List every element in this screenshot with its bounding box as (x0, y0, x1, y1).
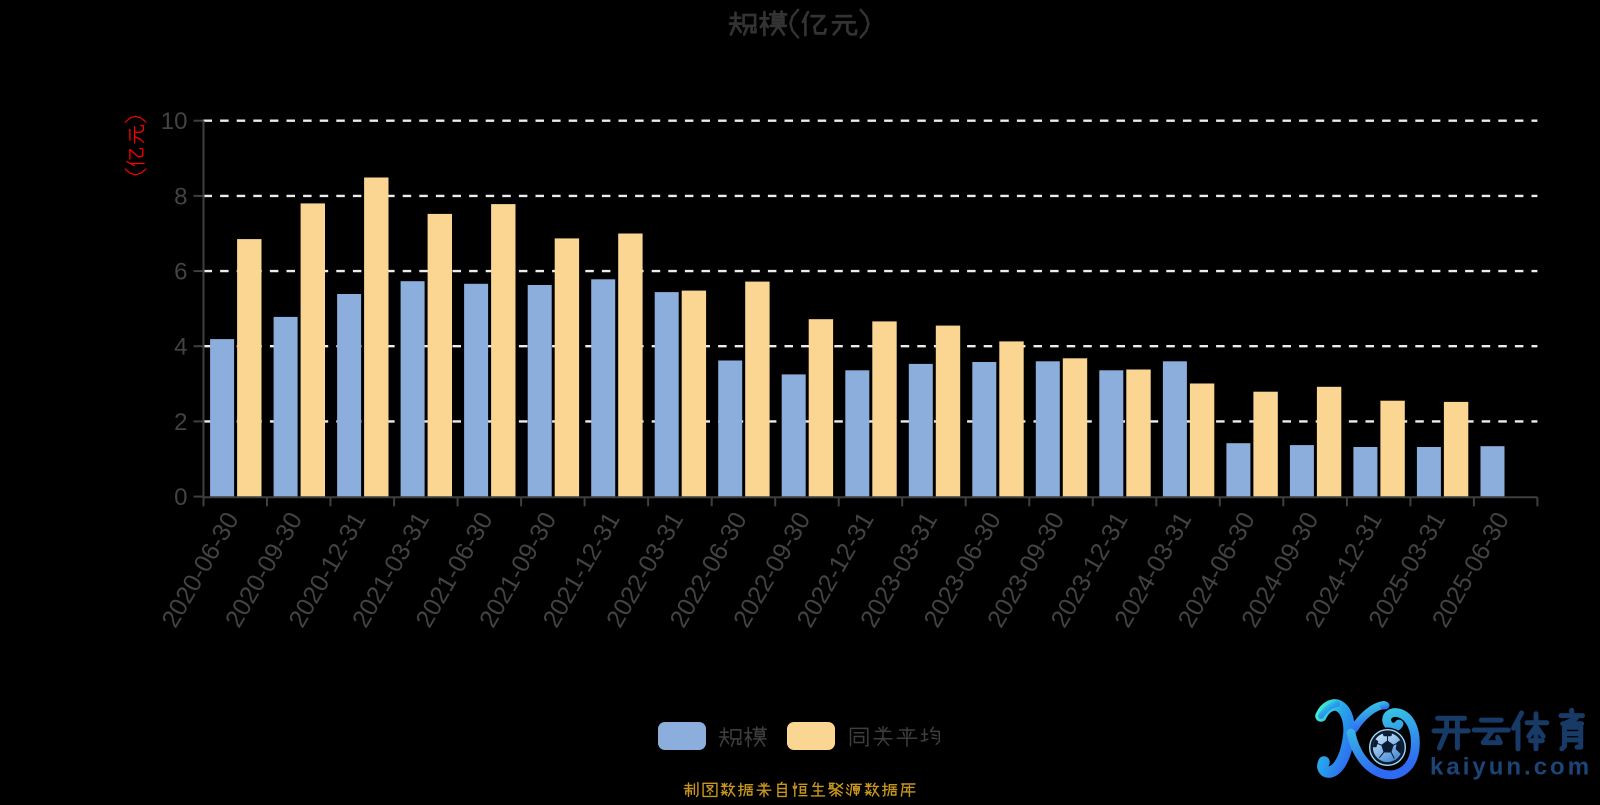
svg-text:10: 10 (161, 108, 188, 135)
svg-text:6: 6 (174, 259, 187, 286)
svg-text:0: 0 (174, 484, 187, 511)
svg-text:kaiyun.com: kaiyun.com (1430, 754, 1592, 781)
svg-text:4: 4 (174, 334, 187, 361)
svg-text:2: 2 (174, 409, 187, 436)
svg-text:8: 8 (174, 183, 187, 210)
